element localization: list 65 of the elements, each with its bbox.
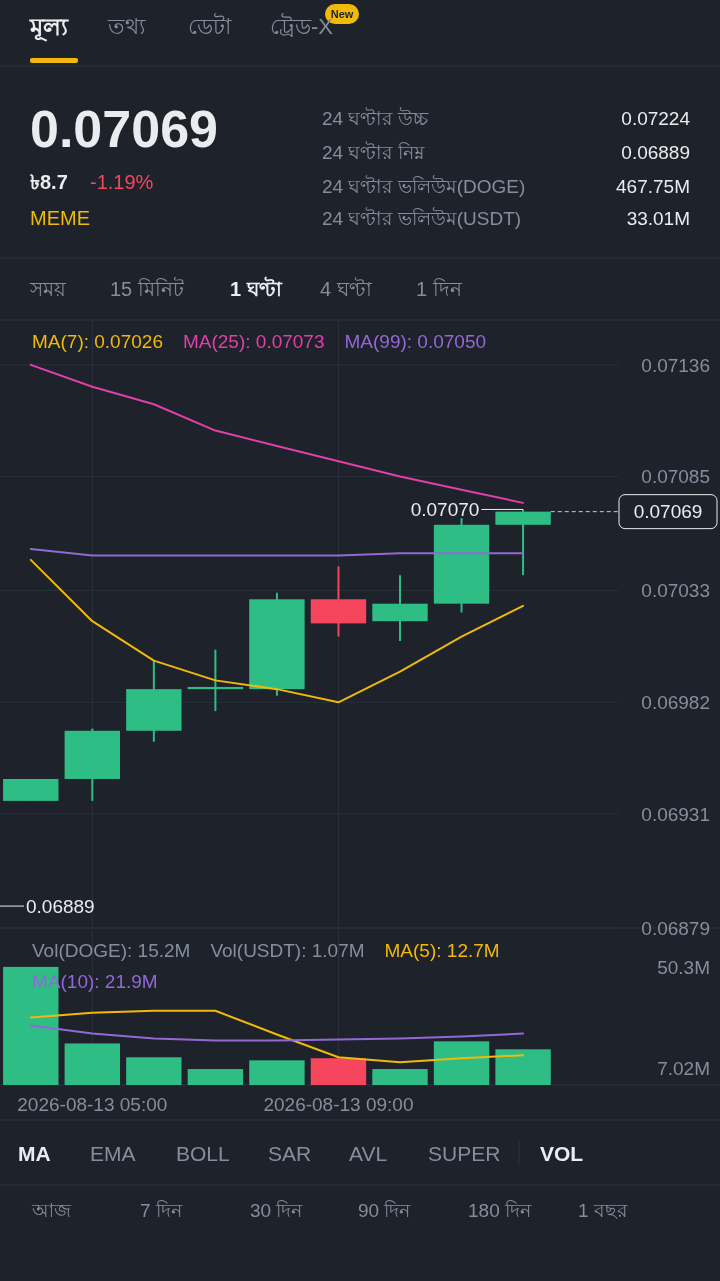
x-tick-label: 2026-08-13 05:00 [17, 1093, 168, 1115]
y-tick-label: 0.06879 [641, 917, 710, 939]
text: MA(99): 0.07050 [344, 330, 487, 352]
text: 90 দিন [358, 1199, 412, 1221]
ref-line-label: 0.07069 [633, 501, 703, 523]
text: VOL [540, 1141, 584, 1165]
text: 180 দিন [468, 1199, 532, 1221]
text: 4 ঘণ্টা [320, 277, 373, 301]
text: 15 মিনিট [110, 277, 185, 301]
text: সময় [29, 278, 67, 301]
text: ডেটা [188, 12, 232, 39]
bar [126, 1057, 182, 1085]
text: MA(25): 0.07073 [182, 330, 325, 352]
text: 0.07069 [30, 99, 218, 158]
bar [372, 1069, 428, 1085]
text: 467.75M [616, 175, 690, 197]
text: 24 ঘণ্টার উচ্চ [322, 106, 429, 129]
text: 33.01M [626, 207, 690, 229]
bar [433, 1041, 490, 1085]
y-tick-label: 0.06931 [641, 803, 710, 825]
y-tick-label: 0.06982 [641, 692, 710, 714]
line-series [29, 558, 525, 704]
text: 24 ঘণ্টার নিম্ন [322, 140, 425, 163]
text: আজ [31, 1199, 72, 1221]
text: MA(7): 0.07026 [32, 330, 163, 352]
annotation: Vol(DOGE): 15.2M [32, 939, 191, 961]
y-tick-label: 7.02M [657, 1058, 710, 1080]
y-tick-label: 0.07085 [641, 466, 710, 488]
candlestick [187, 648, 244, 713]
bar [249, 1060, 305, 1085]
bar [187, 1069, 244, 1085]
text: SUPER [428, 1141, 501, 1165]
text: তথ্য [107, 13, 146, 39]
text: 1 বছর [578, 1199, 628, 1221]
x-tick-label: 2026-08-13 09:00 [263, 1093, 414, 1115]
text: 7 দিন [140, 1199, 183, 1221]
ref-line-label: 0.06889 [26, 895, 95, 917]
bar [64, 1043, 120, 1085]
text: 1 ঘণ্টা [230, 276, 283, 301]
line-series [29, 363, 525, 504]
line-series [29, 1009, 525, 1064]
y-tick-label: 0.07136 [641, 354, 710, 376]
text: SAR [268, 1141, 312, 1165]
text: 24 ঘণ্টার ভলিউম(DOGE) [322, 174, 526, 197]
annotation: 0.07070 [410, 499, 480, 521]
text: BOLL [176, 1141, 230, 1165]
text: 0.07224 [621, 107, 691, 129]
text: AVL [349, 1141, 388, 1165]
line-series [29, 1024, 525, 1042]
text: -1.19% [90, 171, 154, 194]
text: EMA [90, 1141, 136, 1165]
text: 30 দিন [250, 1199, 304, 1221]
text: MA [18, 1141, 51, 1165]
text: মূল্য [29, 12, 69, 42]
annotation: Vol(USDT): 1.07M [210, 939, 365, 961]
text: MEME [30, 207, 90, 230]
bar [495, 1049, 551, 1085]
y-tick-label: 0.07033 [641, 580, 710, 602]
bar [310, 1058, 367, 1085]
text: 0.06889 [621, 141, 690, 163]
y-tick-label: 50.3M [657, 956, 710, 978]
text: MA(5): 12.7M [384, 939, 500, 961]
text: 24 ঘণ্টার ভলিউম(USDT) [322, 206, 522, 229]
text: ৳8.7 [30, 171, 68, 194]
text: 1 দিন [416, 278, 463, 301]
